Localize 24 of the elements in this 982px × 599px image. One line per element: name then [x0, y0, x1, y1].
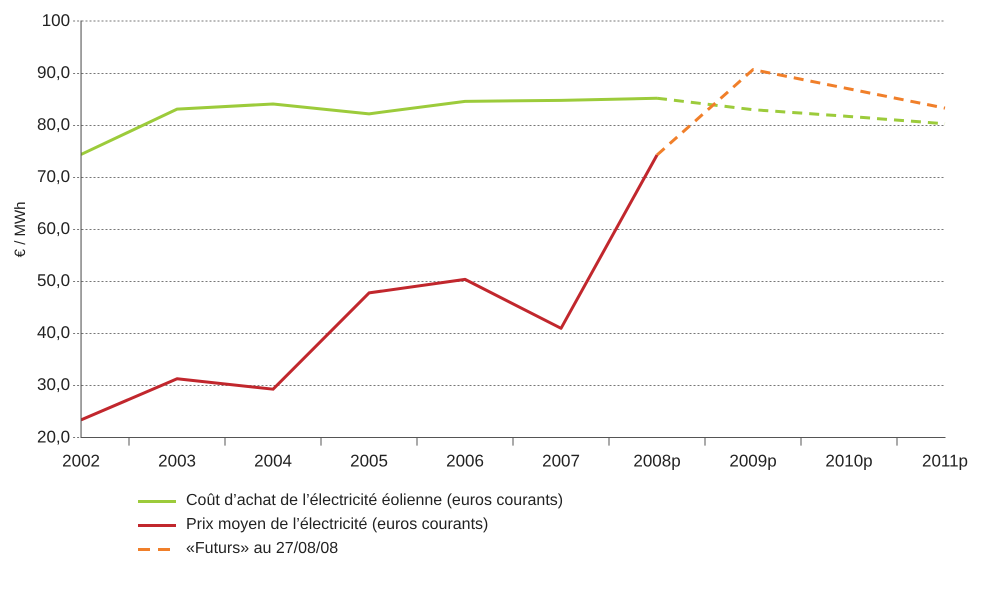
x-tick-label: 2010p [825, 451, 873, 470]
x-tick-label: 2009p [729, 451, 777, 470]
x-tick-label: 2008p [633, 451, 681, 470]
y-tick-label: 60,0 [36, 219, 70, 238]
y-tick-label: 40,0 [36, 323, 70, 342]
x-tick-label: 2003 [158, 451, 196, 470]
y-tick-label: 50,0 [36, 271, 70, 290]
y-tick-label: 100 [42, 10, 70, 30]
y-tick-label: 90,0 [36, 62, 70, 82]
legend-label: «Futurs» au 27/08/08 [186, 540, 338, 558]
x-tick-label: 2005 [350, 451, 388, 470]
y-tick-label: 70,0 [36, 167, 70, 186]
x-tick-label: 2011p [922, 451, 968, 470]
x-tick-label: 2004 [254, 451, 292, 470]
y-axis-title: € / MWh [12, 201, 30, 258]
y-tick-label: 30,0 [36, 375, 70, 394]
legend-label: Coût d’achat de l’électricité éolienne (euros courants) [186, 492, 564, 510]
y-tick-label: 80,0 [36, 114, 70, 134]
x-tick-label: 2007 [542, 451, 580, 470]
legend-label: Prix moyen de l’électricité (euros courants) [186, 516, 488, 534]
x-tick-label: 2006 [446, 451, 484, 470]
x-tick-label: 2002 [62, 451, 100, 470]
line-series [656, 68, 946, 156]
y-tick-label: 20,0 [36, 427, 70, 446]
